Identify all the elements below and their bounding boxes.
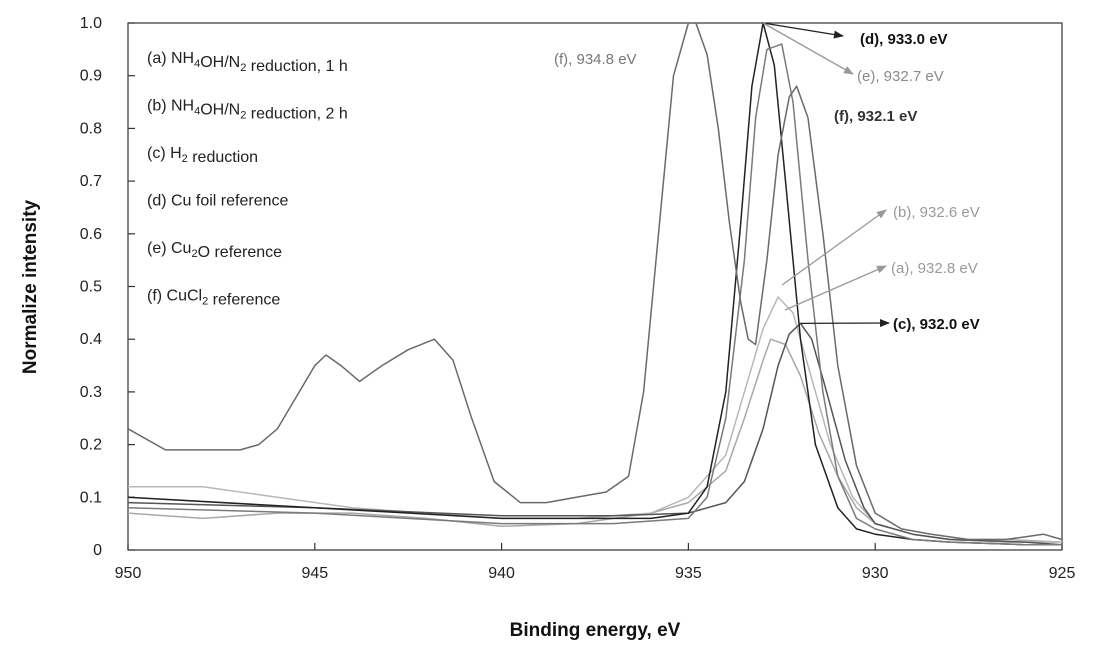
x-tick-label: 950 — [115, 565, 142, 582]
y-tick-label: 0.2 — [80, 437, 102, 454]
legend-item: (c) H2 reduction — [147, 145, 258, 166]
annotation-label: (c), 932.0 eV — [893, 316, 980, 333]
legend-item: (d) Cu foil reference — [147, 193, 288, 210]
annotation-arrow — [781, 209, 887, 286]
legend-item: (f) CuCl2 reference — [147, 288, 280, 309]
annotation-label: (e), 932.7 eV — [857, 68, 944, 85]
y-tick-label: 0.9 — [80, 68, 102, 85]
series-line-f — [127, 22, 1063, 541]
plot-frame — [127, 22, 1063, 551]
series-line-c — [127, 322, 1063, 546]
x-tick-label: 940 — [488, 565, 515, 582]
y-tick-label: 0.3 — [80, 384, 102, 401]
x-axis-title: Binding energy, eV — [510, 620, 681, 641]
y-tick-label: 0.7 — [80, 173, 102, 190]
series-line-e — [127, 43, 1062, 546]
axis-ticks: 950 945 940 935 930 925 0 0.1 0.2 0.3 0.4 0.5 0.6 0.7… — [80, 15, 1076, 582]
annotation-label: (f), 932.1 eV — [834, 108, 917, 125]
annotation-labels: (d), 933.0 eV (e), 932.7 eV (f), 932.1 eV (… — [554, 31, 980, 333]
x-tick-label: 925 — [1049, 565, 1076, 582]
y-tick-label: 0.5 — [80, 279, 102, 296]
annotation-arrow — [763, 22, 844, 39]
y-tick-label: 1.0 — [80, 15, 102, 32]
annotation-label: (d), 933.0 eV — [860, 31, 948, 48]
x-tick-label: 945 — [301, 565, 328, 582]
annotation-arrows — [762, 22, 890, 328]
series-line-d — [127, 22, 1062, 546]
legend-item: (b) NH4OH/N2 reduction, 2 h — [147, 98, 348, 123]
y-axis-title: Normalize intensity — [20, 199, 41, 374]
y-tick-label: 0.6 — [80, 226, 102, 243]
annotation-label: (f), 934.8 eV — [554, 51, 637, 68]
series-layer — [127, 22, 1063, 546]
y-tick-label: 0.1 — [80, 489, 102, 506]
x-tick-label: 930 — [862, 565, 889, 582]
legend-item: (e) Cu2O reference — [147, 240, 282, 261]
annotation-arrow — [762, 22, 854, 75]
legend: (a) NH4OH/N2 reduction, 1 h (b) NH4OH/N2 … — [147, 50, 348, 309]
x-tick-label: 935 — [675, 565, 702, 582]
annotation-arrow — [784, 265, 887, 311]
y-tick-label: 0.4 — [80, 331, 102, 348]
annotation-label: (b), 932.6 eV — [893, 204, 980, 221]
y-tick-label: 0 — [93, 542, 102, 559]
y-tick-label: 0.8 — [80, 120, 102, 137]
legend-item: (a) NH4OH/N2 reduction, 1 h — [147, 50, 348, 75]
annotation-label: (a), 932.8 eV — [891, 260, 978, 277]
